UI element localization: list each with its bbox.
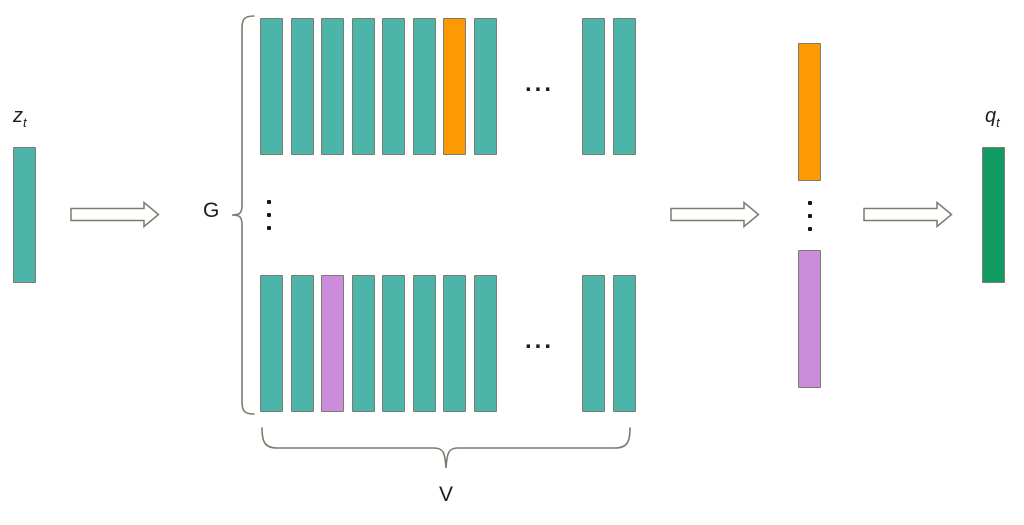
output-vector-bar xyxy=(982,147,1005,283)
num-groups-label: G xyxy=(203,199,220,222)
codebook-entry-teal xyxy=(290,275,314,412)
codebook-entry-teal xyxy=(412,18,436,155)
output-label-base: q xyxy=(985,105,997,127)
codebook-entry-teal xyxy=(351,18,375,155)
dot xyxy=(808,201,812,205)
codebook-entry-teal xyxy=(473,18,497,155)
codebook-entry-orange xyxy=(443,18,466,155)
codebook-entry-teal xyxy=(473,275,497,412)
codebook-entry-teal xyxy=(582,18,605,155)
input-vector-bar xyxy=(13,147,36,283)
codebook-size-label: V xyxy=(439,483,454,506)
codebook-entry-teal xyxy=(260,275,283,412)
codebook-entry-teal xyxy=(582,275,605,412)
dot xyxy=(808,227,812,231)
groups-brace-icon xyxy=(231,15,255,415)
codebook-entry-teal xyxy=(382,18,405,155)
right-arrow-icon xyxy=(863,200,953,229)
selected-vertical-ellipsis-icon xyxy=(808,201,812,231)
codebook-entry-teal xyxy=(612,275,636,412)
codebook-group-1-entries xyxy=(260,18,497,155)
output-vector-label: qt xyxy=(985,105,1000,129)
codebook-entry-teal xyxy=(260,18,283,155)
input-label-subscript: t xyxy=(23,115,27,130)
codebook-entry-teal xyxy=(612,18,636,155)
dot xyxy=(267,213,271,217)
codebook-entry-teal xyxy=(412,275,436,412)
codebook-entry-purple xyxy=(321,275,344,412)
right-arrow-icon xyxy=(70,200,160,229)
groups-vertical-ellipsis-icon xyxy=(267,200,271,230)
selected-entry-group-1-bar xyxy=(798,43,821,181)
group-g-ellipsis: ... xyxy=(525,327,555,354)
output-label-subscript: t xyxy=(996,115,1000,130)
codebook-entry-teal xyxy=(321,18,344,155)
codebook-entry-teal xyxy=(382,275,405,412)
dot xyxy=(267,200,271,204)
dot xyxy=(808,214,812,218)
codebook-size-brace-icon xyxy=(261,427,631,469)
codebook-entry-teal xyxy=(443,275,466,412)
codebook-group-1-tail-entries xyxy=(582,18,636,155)
codebook-entry-teal xyxy=(290,18,314,155)
codebook-group-g-tail-entries xyxy=(582,275,636,412)
right-arrow-icon xyxy=(670,200,760,229)
dot xyxy=(267,226,271,230)
codebook-entry-teal xyxy=(351,275,375,412)
input-vector-label: zt xyxy=(13,105,27,129)
codebook-group-g-entries xyxy=(260,275,497,412)
group-1-ellipsis: ... xyxy=(525,70,555,97)
input-label-base: z xyxy=(13,105,23,127)
selected-entry-group-g-bar xyxy=(798,250,821,388)
